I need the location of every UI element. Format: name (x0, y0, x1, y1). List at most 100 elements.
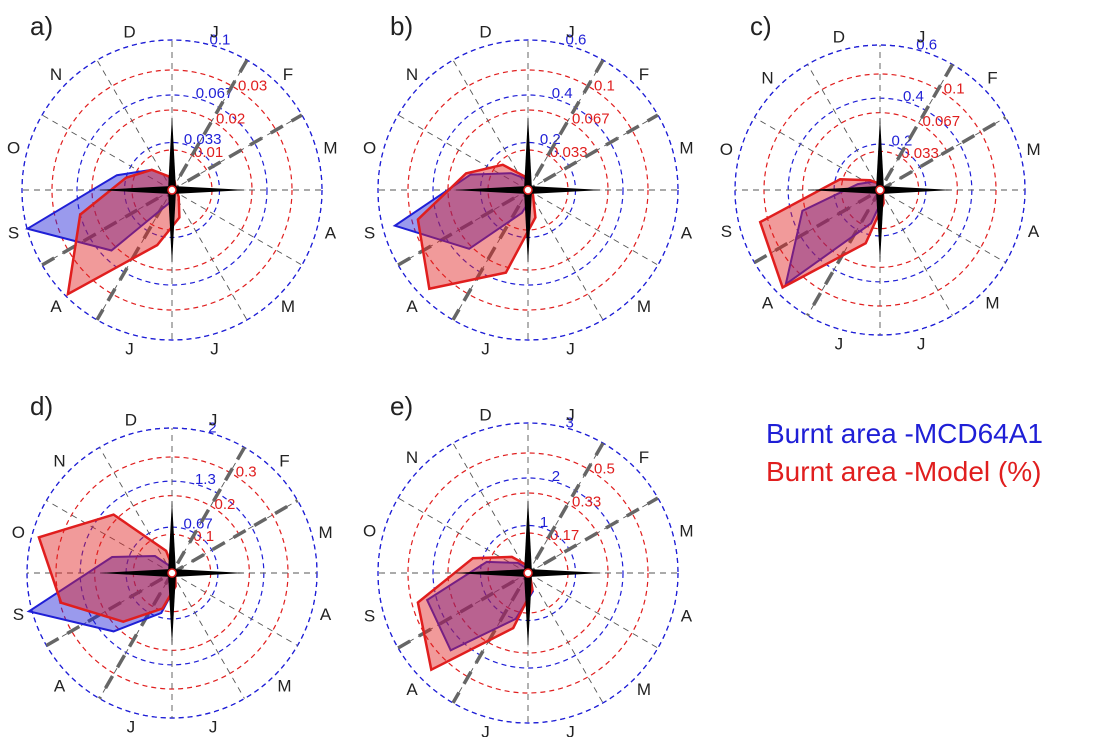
month-label: J (566, 722, 575, 737)
month-label: M (679, 522, 693, 541)
center-point (875, 185, 885, 195)
panel-label: d) (30, 391, 53, 421)
compass-arm (524, 190, 532, 265)
ring-label-model: 0.5 (594, 460, 615, 477)
compass-arm (880, 186, 953, 194)
month-label: F (639, 65, 649, 84)
compass-arm (876, 117, 884, 190)
month-label: S (364, 606, 375, 625)
month-label: F (283, 65, 293, 84)
ring-label-model: 0.2 (215, 496, 236, 513)
ring-model (51, 69, 293, 311)
panel-label: b) (390, 11, 413, 41)
spoke (171, 572, 298, 646)
ring-label-model: 0.17 (550, 527, 579, 544)
legend-entry-observed: Burnt area -MCD64A1 (766, 418, 1044, 449)
ring-label-observed: 0.1 (210, 32, 231, 49)
compass-arm (168, 190, 176, 265)
month-label: J (566, 339, 575, 358)
ring-label-model: 0.1 (944, 81, 965, 98)
ring-label-model: 0.1 (594, 77, 615, 94)
spoke (527, 189, 659, 266)
ring-label-observed: 2 (208, 419, 216, 436)
spoke (171, 189, 248, 321)
ring-model (407, 452, 649, 694)
compass-arm (807, 186, 880, 194)
month-label: J (209, 718, 218, 737)
month-label: O (7, 139, 20, 158)
spoke (527, 189, 604, 321)
month-label: A (406, 297, 418, 316)
month-label: A (681, 223, 693, 242)
spoke (41, 114, 173, 191)
month-label: D (479, 23, 491, 42)
ring-model (407, 69, 649, 311)
compass-arm (528, 186, 603, 194)
ring-label-model: 0.067 (923, 113, 961, 130)
series-polygon-model (416, 163, 537, 291)
compass-arm (168, 115, 176, 190)
month-label: A (762, 293, 774, 312)
compass-arm (172, 186, 247, 194)
month-label: N (761, 69, 773, 88)
month-label: A (54, 676, 66, 695)
month-label: M (281, 297, 295, 316)
ring-observed (377, 39, 679, 341)
radar-panel-d: d) 0.67 1.3 2 0.10.20.3 J F M A M J J A S O N D (12, 391, 333, 737)
ring-observed (377, 422, 679, 724)
spoke (527, 572, 604, 704)
radar-panel-c: c) 0.2 0.4 0.6 0.033 0.067 0.1 J F M A M J J A S O N D (720, 11, 1041, 354)
month-label: A (320, 605, 332, 624)
month-label: A (681, 606, 693, 625)
spoke (397, 114, 529, 191)
month-label: J (125, 339, 134, 358)
month-label: M (1026, 140, 1040, 159)
month-label: J (566, 23, 575, 42)
month-label: M (318, 523, 332, 542)
ring-label-model: 0.01 (194, 144, 223, 161)
ring-label-observed: 2 (552, 468, 560, 485)
month-label: O (12, 523, 25, 542)
ring-label-observed: 0.2 (891, 132, 912, 149)
ring-label-observed: 0.67 (183, 515, 212, 532)
spoke (46, 500, 173, 574)
ring-observed (21, 39, 323, 341)
compass-arm (876, 190, 884, 263)
month-label: D (833, 27, 845, 46)
ring-label-observed: 0.6 (566, 32, 587, 49)
ring-label-model: 0.033 (901, 145, 939, 162)
spoke (96, 59, 173, 191)
month-label: S (8, 223, 19, 242)
spoke (807, 64, 881, 191)
month-label: D (125, 410, 137, 429)
month-label: D (479, 406, 491, 425)
center-point (523, 185, 533, 195)
month-label: N (406, 448, 418, 467)
radar-panel-a: a) 0.033 0.067 0.1 0.01 0.02 0.03 J F M A M J J A S O N D (7, 11, 338, 358)
month-label: A (406, 680, 418, 699)
ring-label-observed: 1 (540, 514, 548, 531)
month-label: M (637, 297, 651, 316)
month-label: M (277, 676, 291, 695)
spoke (879, 189, 1006, 263)
month-label: N (50, 65, 62, 84)
ring-label-model: 0.067 (572, 111, 610, 128)
center-point (523, 568, 533, 578)
compass-arm (524, 115, 532, 190)
ring-label-observed: 0.4 (903, 88, 924, 105)
ring-observed (432, 94, 624, 286)
month-label: F (639, 448, 649, 467)
ring-observed (76, 94, 268, 286)
month-label: M (323, 139, 337, 158)
compass-arm (453, 186, 528, 194)
month-label: A (50, 297, 62, 316)
spoke (879, 189, 953, 316)
month-label: O (363, 139, 376, 158)
ring-label-observed: 0.6 (916, 36, 937, 53)
ring-label-model: 0.03 (238, 77, 267, 94)
spoke (754, 117, 881, 191)
month-label: F (987, 69, 997, 88)
month-label: J (210, 339, 219, 358)
month-label: J (209, 410, 218, 429)
legend: Burnt area -MCD64A1 Burnt area -Model (%… (766, 415, 1043, 491)
